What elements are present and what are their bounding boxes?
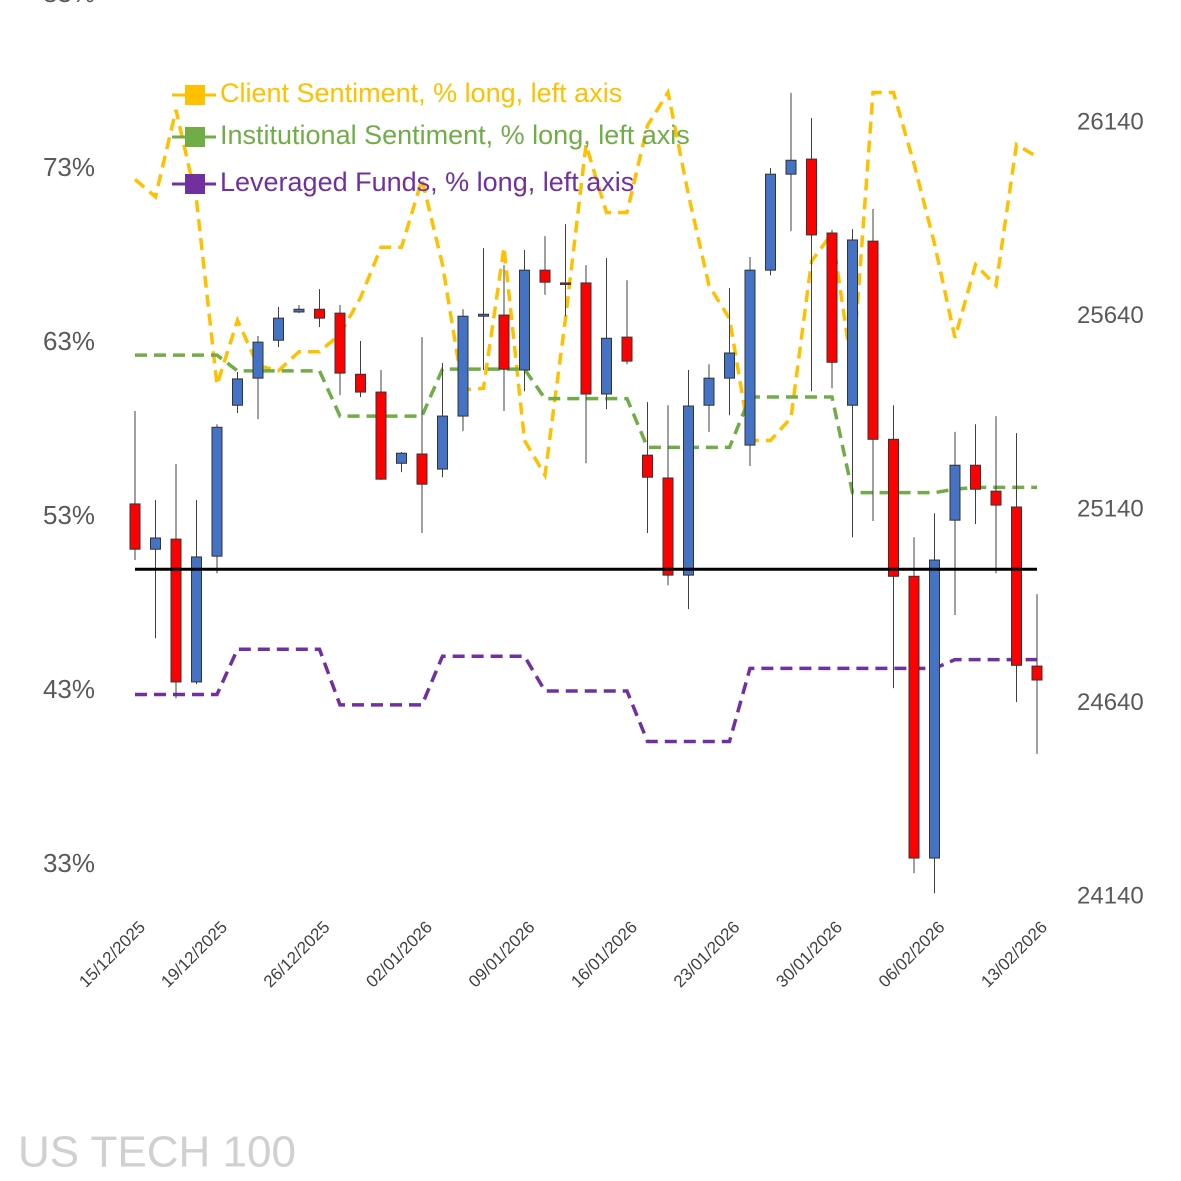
legend-swatch	[185, 85, 205, 105]
y-tick-label: 33%	[43, 848, 95, 878]
y2-tick-label: 25140	[1077, 495, 1144, 522]
candle-body	[273, 317, 284, 341]
candle-body	[642, 454, 653, 478]
candle-body	[314, 308, 325, 319]
y-tick-label: 43%	[43, 674, 95, 704]
candle-body	[703, 377, 715, 406]
x-tick-label: 16/01/2026	[567, 918, 641, 992]
legend-label: Institutional Sentiment, % long, left ax…	[220, 120, 690, 150]
candle-body	[1011, 506, 1022, 666]
x-tick-label: 09/01/2026	[465, 918, 539, 992]
y2-tick-label: 24140	[1077, 882, 1144, 909]
x-tick-label: 19/12/2025	[157, 918, 231, 992]
candle-body	[662, 477, 674, 576]
candle-body	[211, 426, 223, 557]
x-tick-label: 26/12/2025	[260, 918, 334, 992]
candle-body	[498, 314, 510, 370]
candle-body	[355, 373, 366, 393]
candle-body	[970, 464, 981, 490]
legend-swatch	[185, 127, 205, 147]
candle-body	[437, 415, 448, 470]
candle-body	[744, 269, 756, 446]
candle-body	[539, 269, 551, 283]
candle-body	[478, 313, 489, 317]
legend-label: Client Sentiment, % long, left axis	[220, 78, 622, 108]
candle-body	[929, 559, 940, 859]
sentiment-line	[133, 87, 1038, 481]
candle-body	[990, 490, 1002, 506]
candle-body	[375, 391, 387, 480]
candle-body	[806, 158, 817, 236]
legend-label: Leveraged Funds, % long, left axis	[220, 167, 634, 197]
candle-body	[949, 464, 961, 521]
x-tick-label: 13/02/2026	[977, 918, 1051, 992]
sentiment-line	[135, 353, 1037, 495]
y2-tick-label: 26140	[1077, 108, 1144, 135]
x-tick-label: 15/12/2025	[75, 918, 149, 992]
candle-body	[888, 438, 899, 577]
candle-body	[785, 159, 797, 175]
y-tick-label: 53%	[43, 500, 95, 530]
legend-swatch	[185, 174, 205, 194]
candle-body	[519, 269, 530, 371]
candle-body	[252, 341, 264, 379]
candle-body	[724, 352, 735, 379]
x-tick-label: 02/01/2026	[362, 918, 436, 992]
sentiment-line	[135, 647, 1037, 744]
candle-body	[601, 337, 612, 395]
candle-body	[1031, 665, 1043, 681]
candle-body	[150, 537, 161, 550]
candle-body	[683, 405, 694, 576]
candle-body	[191, 556, 202, 683]
candle-body	[170, 538, 182, 683]
candle-body	[826, 232, 838, 363]
candle-body	[232, 378, 243, 406]
y-tick-label: 83%	[43, 0, 95, 8]
x-tick-label: 06/02/2026	[875, 918, 949, 992]
candle-body	[580, 282, 592, 395]
y2-tick-label: 24640	[1077, 689, 1144, 716]
candle-body	[560, 282, 571, 285]
candle-body	[293, 308, 305, 313]
candle-body	[621, 336, 633, 362]
candle-body	[416, 453, 428, 485]
y2-tick-label: 25640	[1077, 302, 1144, 329]
candle-body	[457, 315, 469, 417]
y-tick-label: 73%	[43, 152, 95, 182]
candle-body	[867, 240, 879, 440]
x-tick-label: 30/01/2026	[772, 918, 846, 992]
candle-body	[908, 575, 920, 859]
candle-body	[129, 503, 141, 550]
candle-body	[847, 239, 858, 406]
x-tick-label: 23/01/2026	[670, 918, 744, 992]
candle-body	[334, 312, 346, 374]
y-tick-label: 63%	[43, 326, 95, 356]
candle-body	[396, 452, 407, 464]
candle-body	[765, 173, 776, 271]
chart-title: US TECH 100	[18, 1128, 296, 1177]
